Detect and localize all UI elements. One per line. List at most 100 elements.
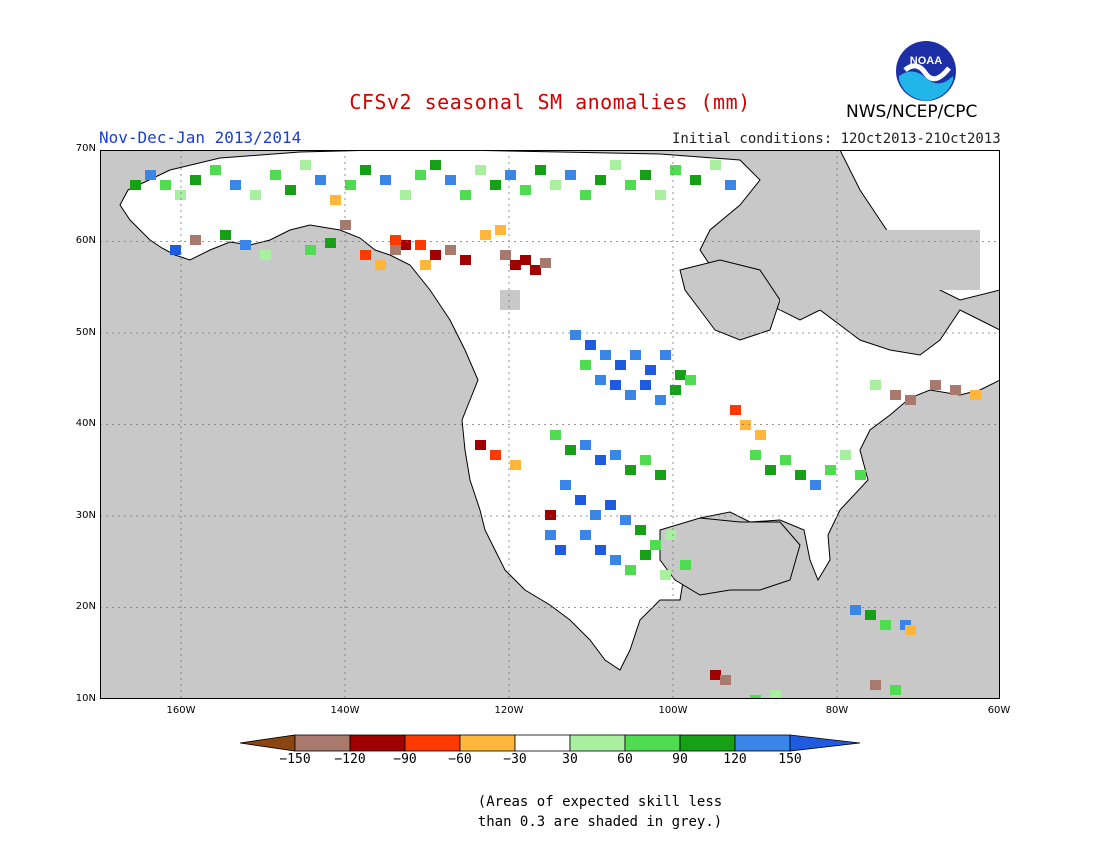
anomaly-cell [250,190,261,200]
anomaly-cell [240,240,251,250]
anomaly-cell [710,160,721,170]
anomaly-cell [970,390,981,400]
anomaly-pixels [130,160,981,699]
anomaly-cell [930,380,941,390]
legend-tick-label: 60 [617,752,633,767]
anomaly-cell [640,170,651,180]
low-skill-grey-areas [500,230,980,310]
anomaly-cell [130,180,141,190]
anomaly-cell [210,165,221,175]
anomaly-cell [635,525,646,535]
initial-conditions-label: Initial conditions: 12Oct2013-21Oct2013 [672,131,1001,147]
agency-label: NWS/NCEP/CPC [846,102,978,122]
legend-swatch [514,734,571,752]
gulf-of-mexico [659,517,801,596]
anomaly-cell [710,670,721,680]
anomaly-cell [610,380,621,390]
anomaly-cell [810,480,821,490]
anomaly-cell [190,235,201,245]
legend-swatch [459,734,516,752]
anomaly-cell [550,430,561,440]
legend-tick-label: 30 [562,752,578,767]
graticule [100,150,1000,699]
anomaly-cell [160,180,171,190]
anomaly-cell [420,260,431,270]
legend-swatch [404,734,461,752]
anomaly-cell [595,545,606,555]
anomaly-cell [510,460,521,470]
lat-label-30n: 30N [75,510,96,521]
anomaly-cell [825,465,836,475]
anomaly-cell [360,250,371,260]
legend-swatch [294,734,351,752]
anomaly-cell [575,495,586,505]
anomaly-cell [660,570,671,580]
anomaly-cell [530,265,541,275]
anomaly-cell [625,465,636,475]
anomaly-cell [580,360,591,370]
anomaly-cell [950,385,961,395]
anomaly-cell [330,195,341,205]
anomaly-cell [555,545,566,555]
legend-tick-label: 120 [723,752,747,767]
anomaly-cell [795,470,806,480]
anomaly-cell [615,360,626,370]
anomaly-cell [400,240,411,250]
chart-title: CFSv2 seasonal SM anomalies (mm) [349,90,751,114]
anomaly-cell [765,465,776,475]
anomaly-cell [305,245,316,255]
anomaly-cell [870,380,881,390]
anomaly-cell [840,450,851,460]
legend-swatch [349,734,406,752]
noaa-logo: NOAA [896,41,956,101]
lon-label-100w: 100W [658,705,688,716]
anomaly-cell [550,180,561,190]
anomaly-cell [490,180,501,190]
anomaly-cell [865,610,876,620]
anomaly-cell [905,395,916,405]
anomaly-cell [640,380,651,390]
anomaly-cell [595,175,606,185]
anomaly-cell [540,258,551,268]
season-label: Nov-Dec-Jan 2013/2014 [99,128,302,147]
anomaly-cell [270,170,281,180]
anomaly-cell [770,690,781,699]
legend-swatch-min [240,734,296,752]
anomaly-cell [415,170,426,180]
anomaly-cell [445,245,456,255]
anomaly-cell [170,245,181,255]
legend-tick-label: −150 [279,752,311,767]
anomaly-cell [325,238,336,248]
legend-swatch [569,734,626,752]
anomaly-cell [505,170,516,180]
anomaly-cell [390,245,401,255]
anomaly-cell [455,270,466,280]
lon-label-120w: 120W [494,705,524,716]
anomaly-cell [230,180,241,190]
anomaly-cell [375,260,386,270]
lat-label-60n: 60N [75,235,96,246]
anomaly-cell [755,430,766,440]
lon-label-140w: 140W [330,705,360,716]
anomaly-cell [535,165,546,175]
anomaly-cell [390,235,401,245]
anomaly-cell [220,230,231,240]
anomaly-cell [870,680,881,690]
anomaly-cell [725,180,736,190]
anomaly-cell [670,385,681,395]
anomaly-cell [495,225,506,235]
lon-label-160w: 160W [166,705,196,716]
anomaly-cell [610,555,621,565]
anomaly-cell [490,450,501,460]
anomaly-cell [300,160,311,170]
anomaly-cell [570,330,581,340]
logo-text: NOAA [910,55,942,67]
legend-tick-label: −120 [334,752,366,767]
anomaly-cell [740,420,751,430]
anomaly-cell [430,160,441,170]
legend-tick-label: −90 [393,752,417,767]
anomaly-cell [730,405,741,415]
anomaly-cell [315,175,326,185]
anomaly-cell [645,365,656,375]
anomaly-cell [175,190,186,200]
